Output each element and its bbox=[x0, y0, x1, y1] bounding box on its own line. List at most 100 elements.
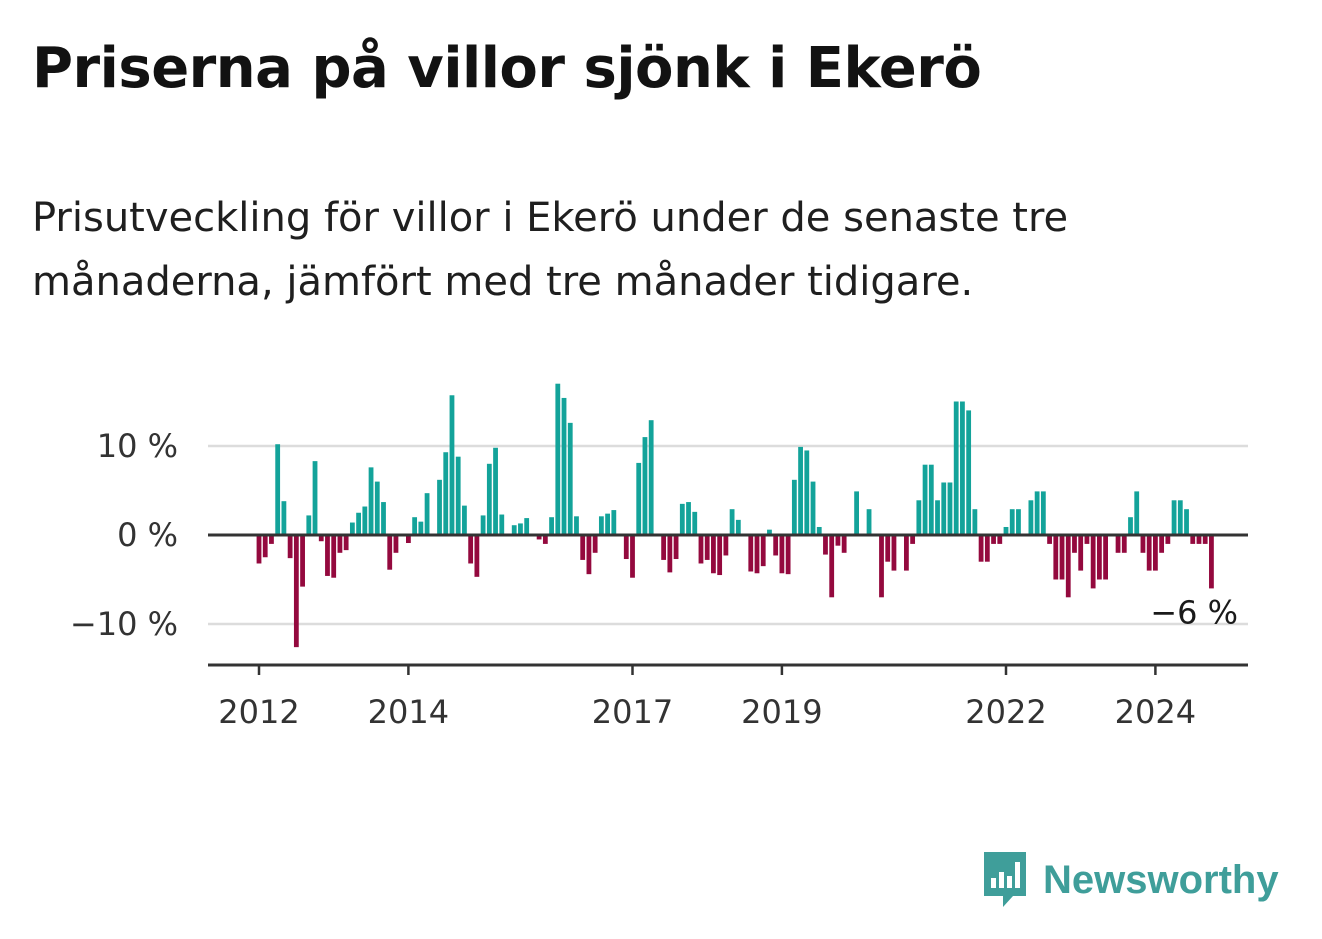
bar bbox=[1202, 535, 1208, 544]
bars bbox=[256, 383, 1214, 648]
bar bbox=[474, 535, 480, 577]
bar bbox=[891, 535, 897, 571]
bar bbox=[960, 401, 965, 535]
bar bbox=[337, 535, 343, 553]
bar bbox=[611, 510, 617, 535]
bar bbox=[586, 535, 592, 575]
bar bbox=[686, 502, 691, 535]
bar bbox=[748, 535, 754, 572]
bar bbox=[1128, 517, 1133, 535]
bar bbox=[1165, 535, 1171, 544]
bar bbox=[499, 514, 505, 535]
bar bbox=[281, 501, 287, 535]
x-tick-label: 2014 bbox=[368, 693, 449, 731]
bar bbox=[462, 505, 467, 535]
x-tick-label: 2012 bbox=[218, 693, 299, 731]
chart-subtitle: Prisutveckling för villor i Ekerö under … bbox=[32, 195, 1069, 305]
bar bbox=[349, 522, 355, 535]
bar bbox=[1028, 500, 1034, 535]
bar bbox=[941, 482, 947, 535]
y-tick-label: 10 % bbox=[97, 427, 178, 465]
bar bbox=[412, 517, 418, 535]
bar bbox=[418, 521, 424, 535]
bar bbox=[966, 410, 972, 535]
bar bbox=[1040, 491, 1046, 535]
bar bbox=[1134, 491, 1140, 535]
bar bbox=[928, 464, 934, 535]
bar bbox=[984, 535, 990, 562]
bar bbox=[1065, 535, 1071, 598]
bar bbox=[1034, 491, 1040, 535]
bar bbox=[711, 535, 716, 574]
bar bbox=[574, 516, 579, 535]
bar bbox=[518, 523, 523, 535]
bar bbox=[679, 503, 685, 535]
bar bbox=[692, 511, 698, 535]
bar bbox=[648, 420, 654, 535]
bar bbox=[325, 535, 330, 576]
bar bbox=[910, 535, 916, 544]
x-tick-label: 2017 bbox=[592, 693, 673, 731]
bar bbox=[779, 535, 785, 574]
bar bbox=[922, 464, 928, 535]
bar bbox=[1078, 535, 1084, 571]
bar bbox=[978, 535, 984, 562]
bar bbox=[331, 535, 337, 578]
bar bbox=[773, 535, 779, 556]
bar bbox=[387, 535, 393, 570]
bar bbox=[511, 525, 517, 535]
newsworthy-bar-chart-icon bbox=[984, 852, 1026, 907]
bar bbox=[1009, 509, 1015, 535]
bar bbox=[1047, 535, 1052, 544]
y-tick-label: 0 % bbox=[117, 516, 178, 554]
bar bbox=[1096, 535, 1102, 580]
newsworthy-logo: Newsworthy bbox=[981, 850, 1279, 910]
bar bbox=[623, 535, 629, 560]
bar bbox=[642, 437, 648, 535]
bar bbox=[767, 529, 772, 535]
bar bbox=[1171, 500, 1177, 535]
brand-name: Newsworthy bbox=[1043, 857, 1279, 902]
bar bbox=[972, 509, 978, 535]
bar bbox=[916, 500, 922, 535]
bar bbox=[300, 535, 305, 587]
bar bbox=[729, 509, 735, 535]
bar bbox=[879, 535, 884, 598]
bar bbox=[343, 535, 349, 551]
bar bbox=[735, 519, 741, 535]
bar bbox=[717, 535, 723, 576]
bar bbox=[885, 535, 891, 562]
bar bbox=[356, 512, 361, 535]
bar bbox=[816, 526, 822, 535]
bar bbox=[293, 535, 299, 648]
bar bbox=[592, 535, 598, 553]
bar bbox=[542, 535, 548, 544]
bar bbox=[953, 401, 959, 535]
bar bbox=[636, 462, 642, 535]
y-tick-label: −10 % bbox=[70, 605, 178, 643]
bar bbox=[791, 479, 797, 535]
bar bbox=[835, 535, 841, 546]
bar bbox=[262, 535, 268, 558]
bar bbox=[723, 535, 729, 556]
bar bbox=[381, 502, 386, 535]
bar bbox=[368, 467, 374, 535]
bar bbox=[493, 447, 498, 535]
bar bbox=[1090, 535, 1096, 589]
bar bbox=[1146, 535, 1152, 571]
bar bbox=[1184, 509, 1189, 535]
bar bbox=[1121, 535, 1127, 553]
bar bbox=[312, 461, 318, 535]
bar bbox=[841, 535, 847, 553]
bar bbox=[287, 535, 293, 559]
bar bbox=[991, 535, 996, 544]
bar bbox=[866, 509, 872, 535]
bar bbox=[449, 395, 455, 535]
bar bbox=[393, 535, 399, 553]
bar bbox=[524, 518, 530, 535]
bar bbox=[798, 446, 803, 535]
bar bbox=[455, 456, 461, 535]
bar bbox=[1016, 509, 1021, 535]
bar bbox=[480, 515, 486, 535]
gridlines bbox=[208, 444, 1248, 626]
